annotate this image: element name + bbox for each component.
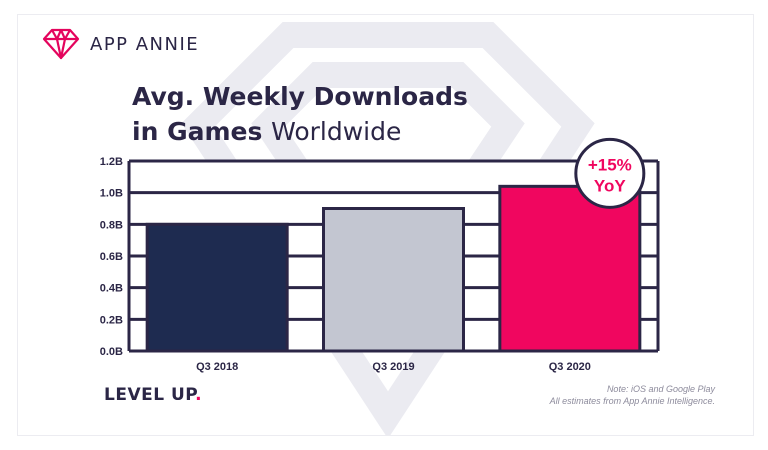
bar-q3-2018 bbox=[145, 222, 289, 353]
note-line-2: All estimates from App Annie Intelligenc… bbox=[549, 396, 715, 406]
bar-chart: 0.0B0.2B0.4B0.6B0.8B1.0B1.2B Q3 2018 Q3 2… bbox=[100, 137, 660, 373]
x-category-label: Q3 2019 bbox=[372, 361, 414, 373]
brand-name: APP ANNIE bbox=[90, 33, 200, 55]
bars-layer bbox=[145, 184, 642, 353]
y-tick-label: 0.4B bbox=[100, 283, 123, 295]
tagline-text: LEVEL UP bbox=[104, 385, 196, 405]
y-tick-label: 1.2B bbox=[100, 156, 123, 168]
x-category-label: Q3 2020 bbox=[549, 361, 591, 373]
app-annie-logo: APP ANNIE bbox=[42, 28, 199, 60]
yoy-badge: +15% YoY bbox=[574, 137, 646, 209]
badge-line-1: +15% bbox=[588, 155, 632, 174]
level-up-tagline: LEVEL UP. bbox=[104, 385, 202, 405]
title-line-1: Avg. Weekly Downloads bbox=[132, 82, 468, 111]
bar-q3-2019 bbox=[322, 207, 465, 353]
tagline-dot: . bbox=[195, 385, 203, 405]
y-tick-label: 0.8B bbox=[100, 219, 123, 231]
x-category-label: Q3 2018 bbox=[196, 361, 238, 373]
title-line-2-light: Worldwide bbox=[271, 117, 402, 146]
title-line-2-bold: in Games bbox=[132, 117, 263, 146]
y-tick-label: 0.6B bbox=[100, 251, 123, 263]
source-note: Note: iOS and Google Play All estimates … bbox=[550, 383, 715, 407]
y-axis-ticks: 0.0B 0.2B 0.4B 0.6B 0.8B 1.0B 1.2B bbox=[100, 156, 123, 358]
x-axis-labels: Q3 2018 Q3 2019 Q3 2020 bbox=[196, 361, 591, 373]
y-tick-label: 0.0B bbox=[100, 346, 123, 358]
infographic-card: APP ANNIE Avg. Weekly Downloads in Games… bbox=[17, 14, 754, 436]
badge-circle bbox=[574, 137, 646, 209]
bar-q3-2020 bbox=[498, 184, 642, 353]
y-tick-label: 0.2B bbox=[100, 314, 123, 326]
badge-line-2: YoY bbox=[594, 176, 626, 195]
chart-title: Avg. Weekly Downloads in Games Worldwide bbox=[132, 79, 468, 149]
y-tick-label: 1.0B bbox=[100, 188, 123, 200]
diamond-logo-icon bbox=[42, 28, 80, 60]
note-line-1: Note: iOS and Google Play bbox=[606, 384, 715, 394]
